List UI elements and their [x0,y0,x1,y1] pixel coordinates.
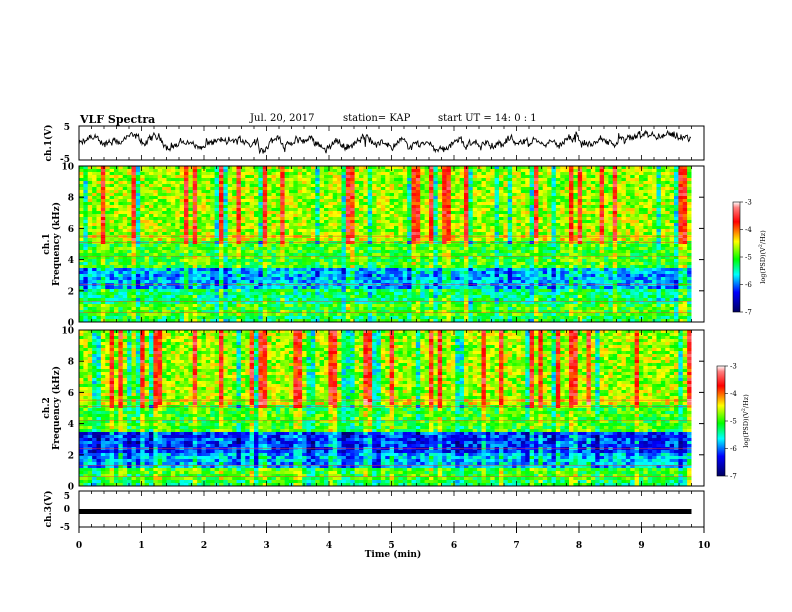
minor-ticks [78,126,705,527]
spec-ytick-label: 8 [68,194,74,204]
colorbar-tick-label: -4 [745,226,752,234]
spec-ytick-label: 10 [61,163,74,173]
ch1-colorbar-scale [732,201,741,313]
time-tick-label: 2 [201,541,207,551]
colorbar-tick-label: -7 [730,473,737,481]
spec-ytick-label: 0 [68,319,74,329]
start-time-label: start UT = 14: 0 : 1 [438,113,537,124]
ch2-spectrogram-ylabel-freq: Frequency (kHz) [51,366,62,450]
ch1-ytick-bottom: -5 [60,155,70,165]
spec-ytick-label: 6 [68,225,74,235]
ch2-spectrogram-image [79,330,704,487]
ch1-colorbar-label: log(PSD)(V2/Hz) [758,230,767,284]
ch3-waveform-panel: 5 0 -5 ch.3(V) [43,490,705,533]
spec-ytick-label: 2 [68,451,74,461]
time-tick-label: 7 [513,541,519,551]
ch1-ytick-top: 5 [64,123,70,133]
ch1-spectrogram-image [79,166,704,323]
ch1-colorbar: -3 -4 -5 -6 -7 log(PSD)(V2/Hz) [732,199,767,317]
time-tick-label: 8 [576,541,582,551]
ch3-waveform-line [79,509,692,514]
spec-ytick-label: 6 [68,389,74,399]
time-tick-label: 6 [451,541,457,551]
ch3-ytick-bottom: -5 [60,523,70,533]
time-tick-label: 5 [388,541,394,551]
colorbar-tick-label: -5 [730,418,737,426]
spec-ytick-label: 2 [68,287,74,297]
ch2-colorbar-scale [716,365,726,477]
colorbar-tick-label: -4 [730,390,737,398]
ch2-spectrogram-panel: 0 2 4 6 8 10 ch.2 Frequency (kHz) [42,327,705,493]
spec-ytick-label: 8 [68,358,74,368]
ch1-spectrogram-ylabel-freq: Frequency (kHz) [51,202,62,286]
ch1-spectrogram-panel: 0 2 4 6 8 10 ch.1 Frequency (kHz) [42,163,705,329]
ch2-colorbar-label: log(PSD)(V2/Hz) [741,394,750,448]
colorbar-tick-label: -3 [730,363,737,371]
colorbar-tick-label: -7 [745,309,752,317]
station-label: station= KAP [343,113,411,124]
ch1-spectrogram-ylabel-channel: ch.1 [42,233,52,254]
ch3-ytick-top: 5 [64,492,70,502]
ch1-waveform-ylabel: ch.1(V) [43,125,54,162]
ch2-spectrogram-ylabel-channel: ch.2 [42,397,52,418]
ch2-colorbar: -3 -4 -5 -6 -7 log(PSD)(V2/Hz) [716,363,750,481]
spec-ytick-label: 4 [68,256,74,266]
ch1-waveform-line [78,129,692,155]
colorbar-tick-label: -3 [745,199,752,207]
ch1-spectrogram-yticks: 0 2 4 6 8 10 [61,163,704,329]
time-tick-label: 0 [76,541,82,551]
time-tick-label: 9 [638,541,644,551]
colorbar-tick-label: -6 [745,281,752,289]
ch2-spectrogram-yticks: 0 2 4 6 8 10 [61,327,704,493]
time-axis: 0 1 2 3 4 5 6 7 8 9 10 [76,527,710,551]
spec-ytick-label: 0 [68,483,74,493]
ch3-waveform-ylabel: ch.3(V) [43,491,54,528]
spec-ytick-label: 4 [68,420,74,430]
ch1-waveform-panel: 5 -5 ch.1(V) [43,123,705,165]
time-tick-label: 3 [263,541,269,551]
time-tick-label: 4 [326,541,332,551]
ch3-ytick-mid: 0 [64,505,70,515]
colorbar-tick-label: -6 [730,445,737,453]
chart-title: VLF Spectra [80,113,156,126]
ch1-waveform-frame [78,125,705,161]
time-axis-label: Time (min) [365,549,422,560]
colorbar-tick-label: -5 [745,254,752,262]
date-label: Jul. 20, 2017 [250,113,315,124]
time-tick-label: 1 [138,541,144,551]
time-tick-label: 10 [698,541,711,551]
spec-ytick-label: 10 [61,327,74,337]
